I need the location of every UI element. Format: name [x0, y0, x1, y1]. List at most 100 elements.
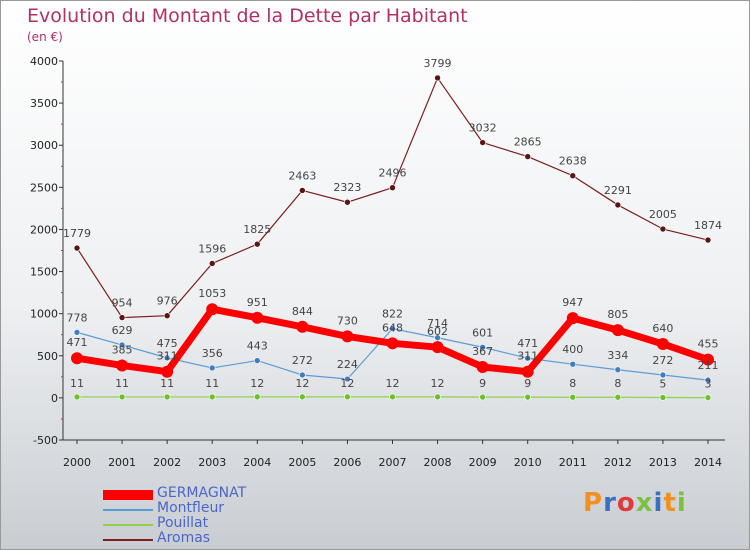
data-point-montfleur: [208, 364, 216, 372]
data-label-montfleur: 334: [607, 349, 628, 362]
data-label-germagnat: 805: [607, 308, 628, 321]
data-label-aromas: 2638: [559, 155, 587, 168]
data-point-aromas: [569, 172, 577, 180]
data-label-pouillat: 12: [295, 377, 309, 390]
data-point-aromas: [344, 198, 351, 206]
data-point-pouillat: [299, 393, 306, 401]
data-point-montfleur: [163, 354, 171, 362]
data-point-pouillat: [73, 393, 81, 401]
data-point-pouillat: [208, 393, 216, 401]
data-point-germagnat: [566, 312, 579, 325]
data-point-pouillat: [704, 394, 712, 401]
data-label-pouillat: 9: [524, 377, 531, 390]
x-tick-label: 2005: [288, 456, 316, 469]
x-tick-label: 2013: [649, 456, 677, 469]
data-label-montfleur: 224: [337, 358, 358, 371]
x-tick-label: 2003: [198, 456, 226, 469]
data-label-pouillat: 8: [614, 377, 621, 390]
data-point-montfleur: [299, 371, 306, 379]
data-label-germagnat: 367: [472, 345, 493, 358]
data-point-germagnat: [701, 353, 714, 366]
data-point-germagnat: [521, 365, 534, 378]
data-point-montfleur: [704, 376, 712, 384]
data-label-aromas: 2496: [378, 167, 406, 180]
y-tick-label: 2000: [30, 223, 58, 236]
y-tick-label: 3500: [30, 97, 58, 110]
data-label-germagnat: 385: [112, 343, 133, 356]
data-point-pouillat: [659, 394, 667, 401]
data-point-germagnat: [206, 303, 219, 316]
data-point-pouillat: [163, 393, 171, 401]
data-point-aromas: [299, 187, 306, 194]
data-label-aromas: 1779: [63, 227, 91, 240]
data-point-germagnat: [341, 330, 354, 343]
data-point-germagnat: [386, 337, 399, 350]
x-tick-label: 2002: [153, 456, 181, 469]
data-label-pouillat: 11: [205, 377, 219, 390]
data-label-pouillat: 8: [569, 377, 576, 390]
data-label-pouillat: 11: [115, 377, 129, 390]
data-point-germagnat: [476, 360, 489, 373]
data-label-pouillat: 5: [659, 377, 666, 390]
x-tick-label: 2001: [108, 456, 136, 469]
data-label-aromas: 954: [112, 297, 133, 310]
data-point-aromas: [614, 201, 622, 209]
x-tick-label: 2008: [424, 456, 452, 469]
data-point-montfleur: [434, 334, 441, 342]
x-tick-label: 2014: [694, 456, 722, 469]
data-point-aromas: [208, 260, 216, 267]
legend-label: Aromas: [157, 530, 211, 546]
data-label-aromas: 2463: [288, 169, 316, 182]
data-point-aromas: [479, 139, 486, 146]
data-label-pouillat: 12: [385, 377, 399, 390]
chart-unit-label: (en €): [27, 30, 63, 44]
data-point-pouillat: [569, 393, 577, 401]
data-point-germagnat: [296, 320, 309, 333]
data-point-pouillat: [118, 393, 126, 401]
data-point-aromas: [163, 312, 171, 319]
data-label-montfleur: 471: [517, 337, 538, 350]
x-tick-label: 2006: [333, 456, 361, 469]
data-label-montfleur: 443: [247, 340, 268, 353]
data-point-germagnat: [656, 337, 669, 350]
data-label-pouillat: 9: [479, 377, 486, 390]
data-point-aromas: [253, 240, 261, 248]
x-tick-label: 2007: [378, 456, 406, 469]
x-tick-label: 2010: [514, 456, 542, 469]
y-tick-label: 1500: [30, 266, 58, 279]
x-tick-label: 2011: [559, 456, 587, 469]
data-label-montfleur: 629: [112, 324, 133, 337]
data-label-montfleur: 475: [157, 337, 178, 350]
data-point-pouillat: [524, 393, 532, 401]
legend-swatch: [103, 539, 153, 541]
data-label-pouillat: 11: [70, 377, 84, 390]
data-label-montfleur: 272: [652, 354, 673, 367]
data-label-montfleur: 356: [202, 347, 223, 360]
data-label-montfleur: 822: [382, 308, 403, 321]
data-label-aromas: 976: [157, 295, 178, 308]
data-label-pouillat: 12: [340, 377, 354, 390]
data-label-germagnat: 602: [427, 325, 448, 338]
data-point-aromas: [659, 225, 667, 233]
data-point-germagnat: [431, 341, 444, 354]
data-point-montfleur: [524, 354, 532, 362]
y-tick-label: 4000: [30, 55, 58, 68]
data-label-aromas: 2323: [333, 181, 361, 194]
data-point-montfleur: [479, 343, 486, 351]
data-label-germagnat: 844: [292, 305, 313, 318]
y-tick-label: -500: [33, 434, 58, 447]
data-label-aromas: 3799: [424, 57, 452, 70]
data-label-aromas: 1596: [198, 242, 226, 255]
data-point-pouillat: [479, 393, 486, 401]
data-point-pouillat: [434, 393, 441, 401]
data-point-montfleur: [389, 325, 396, 332]
data-point-aromas: [118, 314, 126, 321]
data-point-pouillat: [344, 393, 351, 401]
legend-label: Montfleur: [157, 500, 225, 516]
data-point-germagnat: [161, 365, 174, 378]
data-label-germagnat: 648: [382, 321, 403, 334]
data-label-montfleur: 211: [697, 359, 718, 372]
data-label-pouillat: 12: [250, 377, 264, 390]
data-label-germagnat: 311: [157, 350, 178, 363]
